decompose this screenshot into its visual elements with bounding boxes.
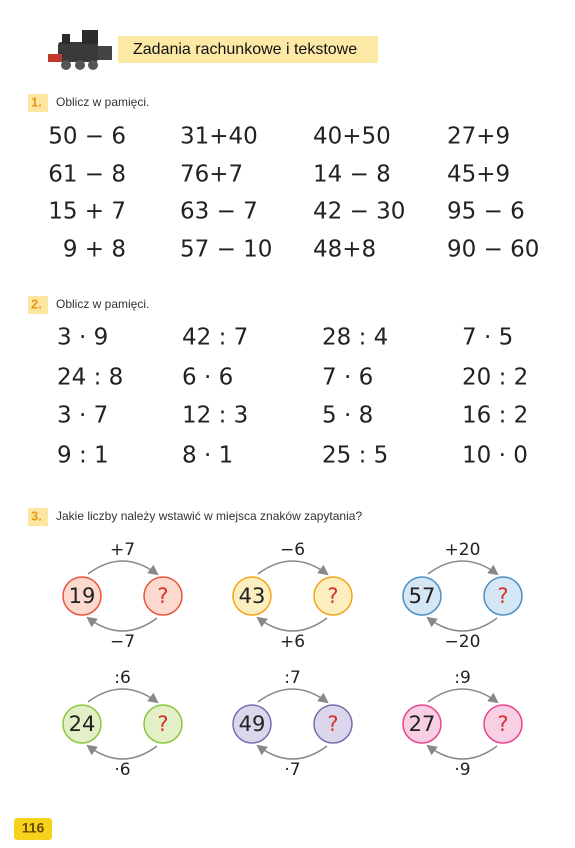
start-circle [232,576,272,616]
unknown-circle [143,704,183,744]
math-expression: 16 : 2 [462,403,528,429]
backward-operation: +6 [280,632,305,652]
start-number: 43 [239,584,266,608]
math-expression: 27+9 [447,124,510,150]
arrow-back [86,616,158,632]
unknown-mark: ? [327,712,338,736]
math-expression: 10 · 0 [462,443,528,469]
forward-operation: :9 [454,668,471,688]
backward-operation: ·7 [284,760,300,780]
arrow-back [256,744,328,760]
start-number: 49 [239,712,266,736]
unknown-circle [483,704,523,744]
page-number-badge [14,818,52,840]
math-expression: 8 · 1 [182,443,233,469]
math-expression: 31+40 [180,124,258,150]
page-title: Zadania rachunkowe i tekstowe [133,41,357,58]
unknown-mark: ? [157,712,168,736]
exercise-number-badge [28,296,48,314]
start-circle [232,704,272,744]
arrow-forward [87,560,159,576]
arrow-forward [257,688,329,704]
arrow-back [256,616,328,632]
unknown-mark: ? [157,584,168,608]
start-number: 57 [409,584,436,608]
arrow-forward [87,688,159,704]
title-banner [118,36,378,63]
math-expression: 7 · 5 [462,325,513,351]
math-expression: 57 − 10 [180,237,272,263]
math-expression: 42 − 30 [313,199,405,225]
math-expression: 12 : 3 [182,403,248,429]
forward-operation: :6 [114,668,131,688]
backward-operation: −7 [110,632,135,652]
backward-operation: −20 [445,632,481,652]
page-number: 116 [22,820,45,836]
unknown-circle [143,576,183,616]
exercise-number-badge [28,94,48,112]
unknown-circle [313,576,353,616]
unknown-mark: ? [327,584,338,608]
backward-operation: ·6 [114,760,130,780]
math-expression: 9 + 8 [63,237,126,263]
start-circle [402,576,442,616]
math-expression: 14 − 8 [313,162,391,188]
arrow-forward [257,560,329,576]
math-expression: 95 − 6 [447,199,525,225]
math-expression: 15 + 7 [48,199,126,225]
arrow-back [426,616,498,632]
forward-operation: +7 [110,540,135,560]
start-circle [62,576,102,616]
math-expression: 48+8 [313,237,376,263]
exercise-instruction: Jakie liczby należy wstawić w miejsca zn… [56,509,362,523]
math-expression: 50 − 6 [48,124,126,150]
exercise-number-badge [28,508,48,526]
arrow-forward [427,688,499,704]
math-expression: 7 · 6 [322,365,373,391]
math-expression: 25 : 5 [322,443,388,469]
math-expression: 76+7 [180,162,243,188]
math-expression: 90 − 60 [447,237,539,263]
math-expression: 5 · 8 [322,403,373,429]
math-expression: 45+9 [447,162,510,188]
start-circle [62,704,102,744]
math-expression: 3 · 7 [57,403,108,429]
math-expression: 20 : 2 [462,365,528,391]
math-expression: 42 : 7 [182,325,248,351]
math-expression: 9 : 1 [57,443,109,469]
math-expression: 3 · 9 [57,325,108,351]
arrow-back [426,744,498,760]
start-circle [402,704,442,744]
unknown-mark: ? [497,712,508,736]
math-expression: 40+50 [313,124,391,150]
forward-operation: :7 [284,668,301,688]
math-expression: 63 − 7 [180,199,258,225]
math-expression: 24 : 8 [57,365,123,391]
unknown-circle [483,576,523,616]
start-number: 27 [409,712,436,736]
exercise-number: 3. [31,508,42,523]
unknown-mark: ? [497,584,508,608]
unknown-circle [313,704,353,744]
exercise-instruction: Oblicz w pamięci. [56,95,149,109]
exercise-number: 2. [31,296,42,311]
start-number: 19 [69,584,96,608]
train-icon [48,30,112,70]
arrow-back [86,744,158,760]
forward-operation: +20 [445,540,481,560]
math-expression: 61 − 8 [48,162,126,188]
forward-operation: −6 [280,540,305,560]
math-expression: 28 : 4 [322,325,388,351]
exercise-instruction: Oblicz w pamięci. [56,297,149,311]
exercise-number: 1. [31,94,42,109]
start-number: 24 [69,712,96,736]
math-expression: 6 · 6 [182,365,233,391]
arrow-forward [427,560,499,576]
backward-operation: ·9 [454,760,470,780]
